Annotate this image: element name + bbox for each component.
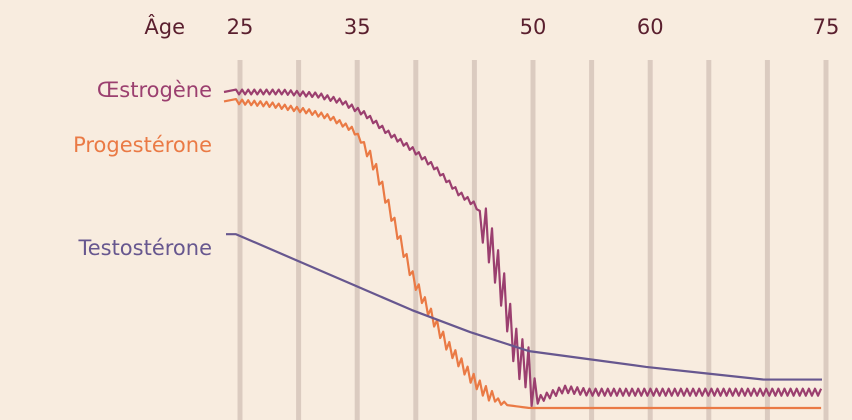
x-tick-label: 50 xyxy=(520,15,547,39)
x-tick-label: 25 xyxy=(227,15,254,39)
series-line xyxy=(226,233,822,381)
series-line xyxy=(223,88,823,408)
series-line xyxy=(223,98,822,410)
grid-layer xyxy=(237,60,829,420)
series-label: Progestérone xyxy=(73,133,212,157)
x-tick-label: 60 xyxy=(637,15,664,39)
series-labels: Œstrogène Progestérone Testostérone xyxy=(73,78,212,260)
x-tick-labels: 25 35 50 60 75 xyxy=(227,15,840,39)
x-axis-title: Âge xyxy=(144,14,185,39)
x-tick-label: 75 xyxy=(813,15,840,39)
series-label: Œstrogène xyxy=(97,78,212,102)
x-tick-label: 35 xyxy=(344,15,371,39)
series-layer xyxy=(223,88,823,410)
series-label: Testostérone xyxy=(77,236,212,260)
